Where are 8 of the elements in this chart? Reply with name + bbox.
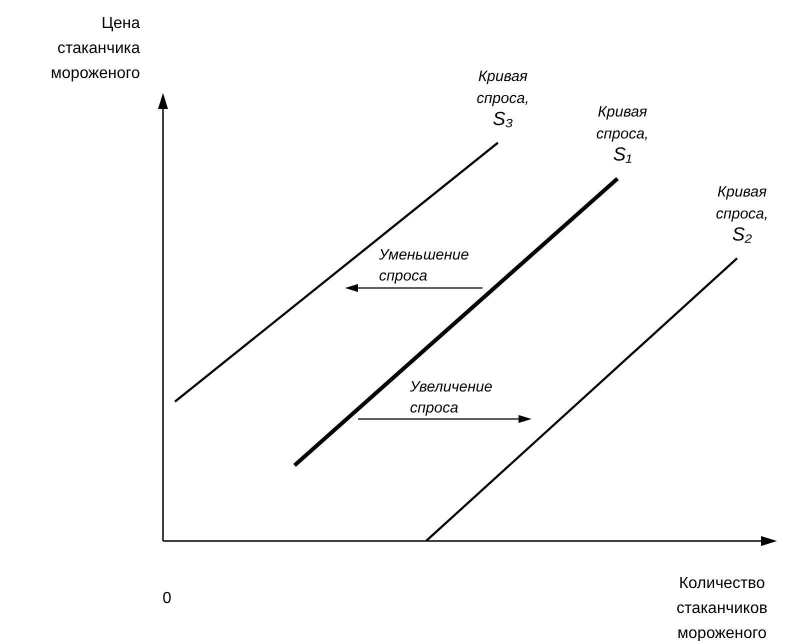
series-label: Кривая спроса, S₁ xyxy=(596,104,649,166)
annotation: Уменьшение спроса xyxy=(378,246,469,285)
text: 0 xyxy=(162,590,172,607)
series-label: Кривая спроса, S₃ xyxy=(476,68,530,130)
series-label: Кривая спроса, S₂ xyxy=(716,183,768,246)
y-axis-title: Цена стаканчика мороженого xyxy=(50,15,140,82)
x-axis-title: Количество стаканчиков мороженого xyxy=(676,575,768,641)
annotation: Увеличение спроса xyxy=(409,378,492,416)
